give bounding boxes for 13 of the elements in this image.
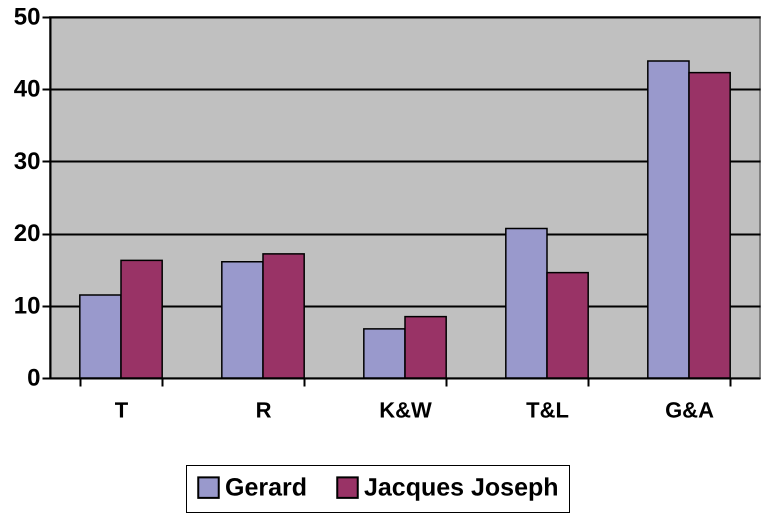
x-tick-label: G&A — [665, 398, 714, 422]
y-tick-label: 20 — [14, 220, 40, 248]
y-tick-label: 30 — [14, 148, 40, 175]
y-tick-label: 50 — [14, 4, 40, 30]
y-tick-label: 0 — [27, 364, 40, 392]
x-tick-label: R — [256, 398, 272, 422]
x-tick-label: T&L — [526, 398, 569, 422]
legend-label: Gerard — [225, 474, 307, 502]
y-tick-label: 40 — [14, 76, 40, 103]
x-tick-label: T — [114, 398, 129, 422]
y-tick-label: 10 — [14, 292, 40, 320]
legend-label: Jacques Joseph — [364, 474, 559, 502]
x-tick-label: K&W — [379, 398, 432, 422]
